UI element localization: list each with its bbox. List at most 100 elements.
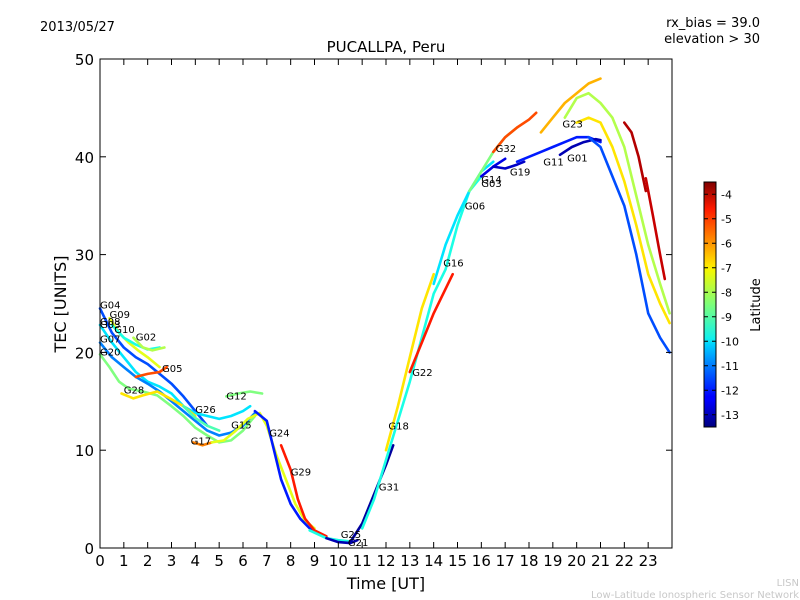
series-g18 — [360, 175, 483, 530]
colorbar-tick-label: -13 — [721, 409, 739, 422]
series-g30 — [587, 135, 671, 354]
series-g11 — [515, 135, 602, 163]
series-g19 — [492, 160, 526, 170]
satellite-label-g03: G03 — [100, 320, 120, 331]
series-g08 — [98, 323, 252, 421]
series-g20 — [98, 353, 257, 444]
y-tick-label: 30 — [75, 247, 94, 265]
colorbar-tick-label: -7 — [721, 262, 732, 275]
series-g34 — [644, 177, 667, 281]
satellite-label-g12: G12 — [226, 391, 246, 402]
series-g21 — [325, 536, 359, 545]
satellite-label-g29: G29 — [291, 468, 311, 479]
satellite-label-g01: G01 — [567, 154, 587, 165]
x-tick-label: 8 — [286, 552, 296, 570]
satellite-label-layer: G04G09G08G03G10G02G07G20G05G28G12G26G15G… — [100, 120, 588, 550]
satellite-label-g31: G31 — [379, 482, 399, 493]
x-tick-label: 4 — [191, 552, 201, 570]
series-g24 — [253, 409, 326, 538]
colorbar-tick-label: -9 — [721, 311, 732, 324]
satellite-label-g16: G16 — [443, 258, 463, 269]
series-g22 — [384, 272, 435, 452]
x-tick-label: 12 — [376, 552, 395, 570]
footer-lisn: LISN — [777, 578, 799, 589]
x-tick-label: 7 — [262, 552, 272, 570]
series-layer — [98, 77, 671, 545]
x-tick-label: 22 — [615, 552, 634, 570]
series-g26 — [182, 404, 221, 432]
satellite-label-g20: G20 — [100, 347, 120, 358]
colorbar-tick-label: -11 — [721, 360, 739, 373]
satellite-label-g02: G02 — [136, 333, 156, 344]
x-tick-label: 9 — [310, 552, 320, 570]
series-g17 — [191, 441, 214, 447]
x-tick-label: 23 — [639, 552, 658, 570]
x-tick-label: 11 — [353, 552, 372, 570]
x-tick-label: 18 — [519, 552, 538, 570]
y-tick-label: 10 — [75, 442, 94, 460]
satellite-label-g03: G03 — [481, 179, 501, 190]
satellite-label-g04: G04 — [100, 300, 120, 311]
x-tick-label: 21 — [591, 552, 610, 570]
satellite-label-g15: G15 — [231, 421, 251, 432]
x-tick-label: 5 — [214, 552, 224, 570]
satellite-label-g28: G28 — [124, 386, 144, 397]
footer-network: Low-Latitude Ionospheric Sensor Network — [591, 590, 799, 600]
elevation-label: elevation > 30 — [664, 32, 760, 47]
series-g12 — [225, 390, 264, 398]
x-tick-label: 17 — [496, 552, 515, 570]
satellite-label-g23: G23 — [562, 120, 582, 131]
series-g31 — [349, 444, 395, 544]
satellite-label-g22: G22 — [412, 368, 432, 379]
colorbar-tick-label: -10 — [721, 335, 739, 348]
y-tick-label: 0 — [84, 540, 94, 558]
series-g16 — [408, 272, 454, 374]
series-g27 — [563, 91, 671, 315]
satellite-label-g06: G06 — [465, 202, 485, 213]
x-tick-label: 10 — [329, 552, 348, 570]
satellite-label-g25: G25 — [341, 530, 361, 541]
satellite-label-g08: G08 — [100, 317, 120, 328]
series-g01 — [558, 137, 602, 157]
chart-title: PUCALLPA, Peru — [327, 38, 446, 56]
satellite-label-g11: G11 — [543, 158, 563, 169]
x-tick-label: 1 — [119, 552, 129, 570]
rx-bias-label: rx_bias = 39.0 — [666, 16, 760, 31]
colorbar-tick-label: -12 — [721, 384, 739, 397]
x-tick-label: 20 — [567, 552, 586, 570]
satellite-label-g32: G32 — [496, 144, 516, 155]
series-g02 — [132, 336, 166, 352]
x-axis-label: Time [UT] — [346, 574, 425, 593]
colorbar-tick-label: -8 — [721, 286, 732, 299]
y-tick-label: 50 — [75, 51, 94, 69]
satellite-label-g24: G24 — [269, 429, 289, 440]
date-label: 2013/05/27 — [40, 20, 115, 35]
satellite-label-g26: G26 — [195, 405, 215, 416]
satellite-label-g05: G05 — [162, 364, 182, 375]
y-tick-label: 20 — [75, 344, 94, 362]
series-g23 — [539, 77, 602, 134]
satellite-label-g09: G09 — [110, 310, 130, 321]
satellite-label-g18: G18 — [388, 422, 408, 433]
colorbar-tick-label: -6 — [721, 237, 732, 250]
satellite-label-g07: G07 — [100, 335, 120, 346]
series-g32 — [492, 111, 538, 154]
satellite-label-g14: G14 — [481, 175, 501, 186]
x-tick-label: 19 — [543, 552, 562, 570]
colorbar-ticks: -4 -5 -6 -7 -8 -9 -10 -11 -12 -13 — [704, 188, 739, 422]
satellite-label-g21: G21 — [348, 538, 368, 549]
satellite-label-g10: G10 — [114, 325, 134, 336]
y-tick-label: 40 — [75, 149, 94, 167]
x-tick-label: 15 — [448, 552, 467, 570]
x-tick-label: 14 — [424, 552, 443, 570]
series-g33 — [623, 121, 648, 193]
series-g04 — [98, 307, 209, 428]
series-g13 — [575, 116, 671, 325]
colorbar-tick-label: -5 — [721, 213, 732, 226]
x-tick-label: 6 — [238, 552, 248, 570]
series-g05 — [134, 365, 168, 379]
colorbar-tick-label: -4 — [721, 188, 732, 201]
colorbar-label: Latitude — [749, 278, 764, 332]
x-tick-label: 3 — [167, 552, 177, 570]
